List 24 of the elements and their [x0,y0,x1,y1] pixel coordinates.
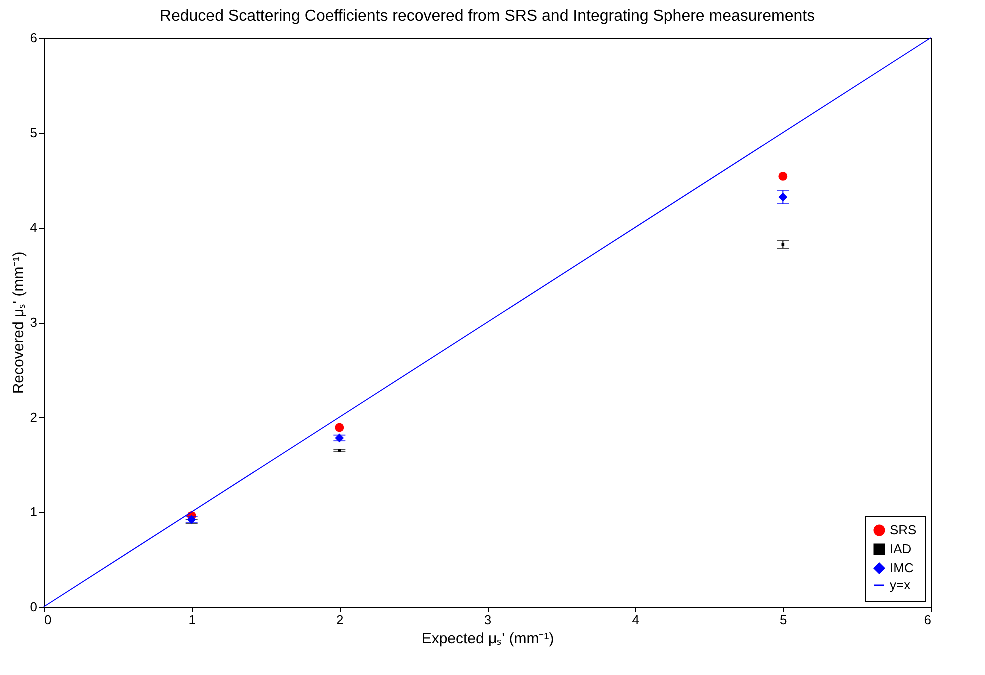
y-tick-label: 4 [30,220,38,236]
legend-label: y=x [890,578,912,592]
x-tick-label: 0 [44,612,52,628]
x-axis-title: Expected μₛ' (mm⁻¹) [422,630,554,648]
x-tick-label: 4 [632,612,640,628]
x-tick-label: 1 [188,612,196,628]
legend-label: IMC [890,560,914,576]
y-tick-label: 0 [30,600,38,614]
x-tick-label: 2 [336,612,344,628]
y-tick-label: 2 [30,410,38,425]
legend-label: IAD [890,542,912,556]
x-tick-label: 6 [924,612,932,628]
x-tick-label: 3 [484,612,492,628]
point [778,172,788,181]
y-axis-title: Recovered μₛ' (mm⁻¹) [10,252,28,394]
y-tick-label: 1 [30,504,38,520]
point [778,192,788,202]
y-tick-label: 6 [30,30,38,46]
y-tick-label: 3 [30,315,38,330]
point [335,423,344,432]
chart-title: Reduced Scattering Coefficients recovered from SRS and Integrating Sphere measurements [160,8,816,25]
legend-label: SRS [890,522,918,538]
y-tick-label: 5 [30,125,38,140]
x-tick-label: 5 [780,612,788,628]
